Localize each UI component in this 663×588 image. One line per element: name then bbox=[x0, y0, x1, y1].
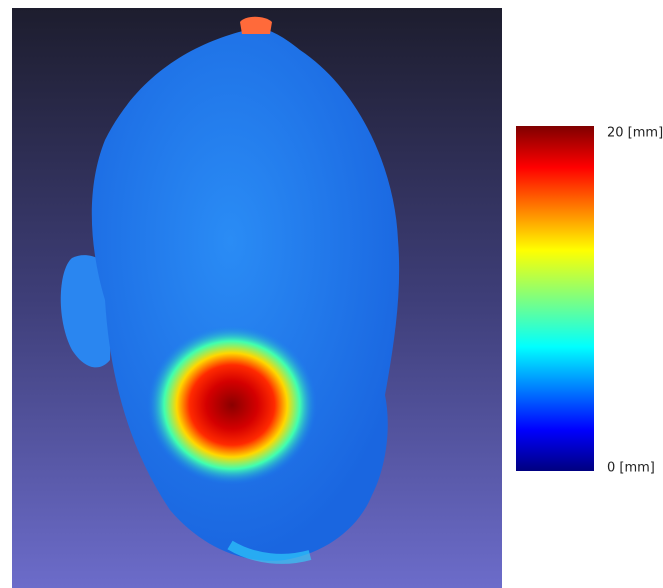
colorbar-max-label: 20 [mm] bbox=[607, 126, 663, 141]
deviation-hotspot bbox=[147, 325, 317, 485]
ear bbox=[60, 255, 112, 368]
colorbar bbox=[516, 126, 594, 471]
hair-tuft bbox=[240, 16, 272, 34]
colorbar-min-label: 0 [mm] bbox=[607, 461, 655, 476]
neck-highlight bbox=[227, 540, 312, 564]
